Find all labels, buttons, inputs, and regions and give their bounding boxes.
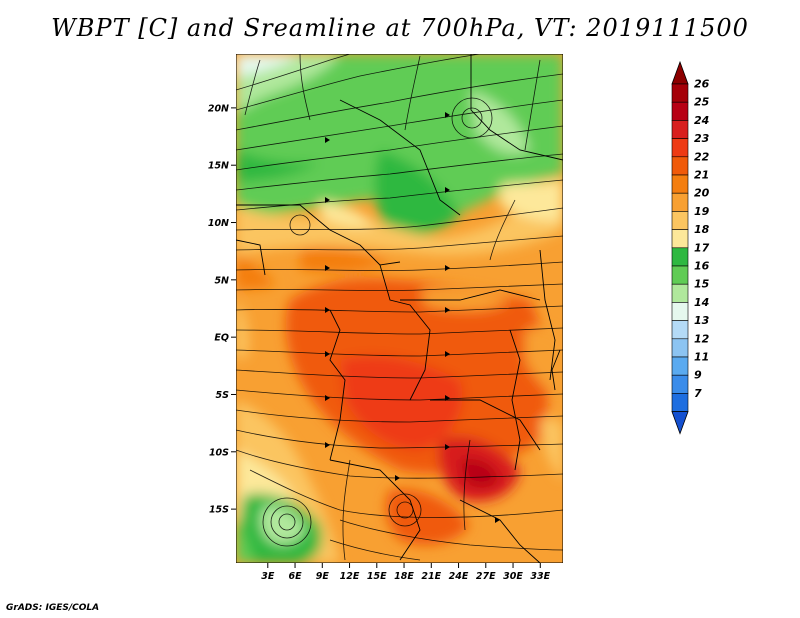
lon-tick-label: 9E [316,571,330,582]
colorbar-label: 16 [694,260,710,273]
colorbar-label: 9 [694,369,702,382]
colorbar-label: 19 [694,205,710,218]
colorbar-legend: 26 25 24 23 22 21 20 19 18 17 16 15 14 13 12 11 9 7 [671,60,710,435]
lon-tick-label: 6E [288,571,302,582]
colorbar-swatch [671,192,689,212]
map-title: WBPT [C] and Sreamline at 700hPa, VT: 20… [51,14,749,42]
colorbar-top-arrow [671,60,689,85]
colorbar-swatch [671,302,689,321]
colorbar-label: 11 [694,351,709,364]
lat-tick-label: 10N [208,218,229,229]
colorbar-label: 7 [694,387,702,400]
colorbar-swatch [671,265,689,285]
lon-tick-label: 12E [340,571,360,582]
colorbar-swatch [671,83,689,103]
lat-tick-label: 15N [208,161,229,172]
colorbar-swatch [671,211,689,230]
colorbar-swatch [671,374,689,394]
lat-tick-label: 20N [208,103,229,114]
colorbar-label: 14 [694,296,709,309]
lon-tick-label: 30E [503,571,523,582]
lat-tick-label: EQ [214,333,229,344]
colorbar-label: 25 [694,96,710,109]
colorbar-swatch [671,156,689,176]
lon-tick-label: 3E [261,571,275,582]
colorbar-label: 18 [694,223,710,236]
longitude-labels: 3E 6E 9E 12E 15E 18E 21E 24E 27E 30E 33E [261,563,551,582]
lon-tick-label: 18E [394,571,414,582]
colorbar-swatch [671,101,689,121]
colorbar-label: 17 [694,241,710,254]
lat-tick-label: 5N [214,275,229,286]
colorbar-label: 15 [694,278,710,291]
colorbar-swatch [671,320,689,340]
colorbar-label: 21 [694,169,709,182]
lon-tick-label: 33E [530,571,550,582]
colorbar-swatch [671,338,689,358]
colorbar-swatch [671,138,689,158]
lat-tick-label: 15S [209,505,229,516]
colorbar-label: 12 [694,332,710,345]
colorbar-label: 26 [694,78,710,91]
colorbar-swatch [671,174,689,194]
latitude-labels: 20N 15N 10N 5N EQ 5S 10S 15S [208,103,236,516]
colorbar-label: 20 [694,187,710,200]
lon-tick-label: 24E [449,571,469,582]
lon-tick-label: 27E [476,571,496,582]
colorbar-swatch [671,393,689,412]
colorbar-swatch [671,283,689,303]
colorbar-label: 24 [694,114,709,127]
colorbar-swatch [671,120,689,139]
colorbar-swatch [671,247,689,267]
lon-tick-label: 15E [367,571,387,582]
lat-tick-label: 10S [209,447,229,458]
lat-tick-label: 5S [216,390,230,401]
grads-credit: GrADS: IGES/COLA [6,603,100,613]
colorbar-label: 13 [694,314,710,327]
colorbar-bottom-arrow [671,411,689,435]
colorbar-swatch [671,356,689,376]
colorbar-label: 23 [694,132,710,145]
lon-tick-label: 21E [421,571,441,582]
colorbar-swatch [671,229,689,249]
colorbar-label: 22 [694,150,710,163]
map-plot-area [236,54,563,563]
